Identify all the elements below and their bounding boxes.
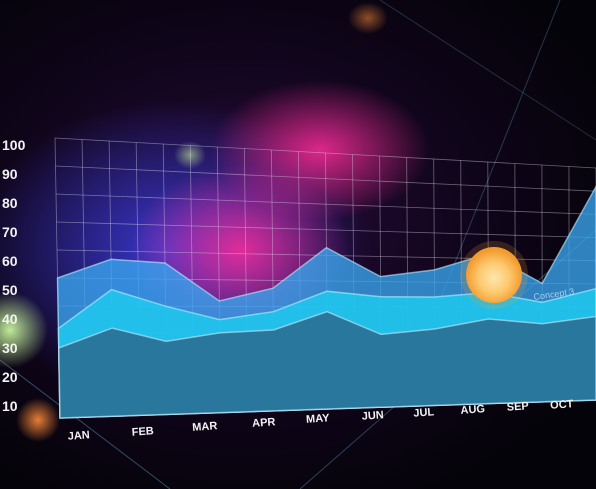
x-axis-ticks: JAN FEB MAR APR MAY JUN JUL AUG SEP OCT [67,398,574,443]
network-line [0,359,171,489]
y-tick-label: 20 [2,369,18,385]
y-tick-label: 60 [2,253,18,269]
x-tick-label: FEB [131,425,154,439]
y-tick-label: 90 [2,166,18,182]
y-tick-label: 70 [2,224,18,240]
y-axis-ticks: 100 90 80 70 60 50 40 30 20 10 [2,137,26,414]
network-line [439,0,561,301]
highlight-halo [460,241,528,309]
y-tick-label: 40 [2,311,18,327]
y-tick-label: 50 [2,282,18,298]
network-line [379,0,596,141]
x-tick-label: APR [252,416,276,430]
x-tick-label: JUN [361,409,384,423]
x-tick-label: JUL [413,406,435,419]
grid-line-horizontal [56,221,596,238]
x-tick-label: OCT [550,398,574,412]
x-tick-label: MAY [306,412,331,426]
series-area-3 [58,310,596,419]
grid-line-horizontal [55,165,596,192]
series-areas [56,185,596,419]
x-tick-label: AUG [460,403,485,417]
x-tick-label: MAR [192,420,218,434]
grid-line-horizontal [54,137,596,169]
y-tick-label: 10 [2,398,18,414]
annotations: Concept 3 [460,241,575,309]
y-tick-label: 100 [2,137,26,153]
grid-line-horizontal [55,193,596,215]
orange-orb [16,398,60,442]
x-tick-label: SEP [506,400,529,414]
small-orb [174,141,206,169]
x-tick-label: JAN [67,429,90,443]
top-orb [348,2,388,34]
y-tick-label: 30 [2,340,18,356]
green-orb [0,292,48,368]
highlight-marker [466,247,522,303]
y-tick-label: 80 [2,195,18,211]
